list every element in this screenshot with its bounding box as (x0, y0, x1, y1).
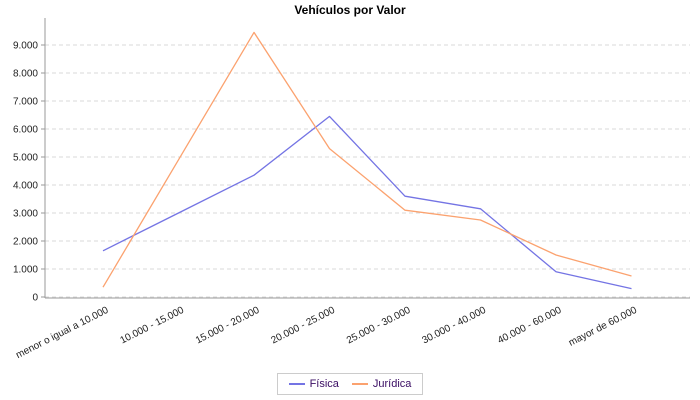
x-tick-label: 40.000 - 60.000 (496, 305, 564, 347)
y-tick-label: 4.000 (13, 181, 38, 192)
y-tick-label: 2.000 (13, 237, 38, 248)
series-line-fisica (102, 115, 632, 290)
y-tick-label: 5.000 (13, 153, 38, 164)
y-tick-label: 7.000 (13, 97, 38, 108)
x-tick-label: 10.000 - 15.000 (118, 305, 186, 347)
x-tick-label: menor o igual a 10.000 (14, 305, 111, 361)
x-tick-label: 30.000 - 40.000 (420, 305, 488, 347)
chart-title: Vehículos por Valor (294, 3, 406, 17)
x-tick-label: mayor de 60.000 (567, 305, 639, 349)
y-tick-label: 6.000 (13, 125, 38, 136)
x-tick-label: 25.000 - 30.000 (345, 305, 413, 347)
x-tick-label: 15.000 - 20.000 (194, 305, 262, 347)
y-tick-label: 8.000 (13, 69, 38, 80)
series-line-juridica (102, 31, 632, 288)
y-tick-label: 1.000 (13, 265, 38, 276)
y-tick-label: 9.000 (13, 41, 38, 52)
y-tick-label: 3.000 (13, 209, 38, 220)
x-tick-label: 20.000 - 25.000 (269, 305, 337, 347)
y-tick-label: 0 (32, 293, 38, 304)
